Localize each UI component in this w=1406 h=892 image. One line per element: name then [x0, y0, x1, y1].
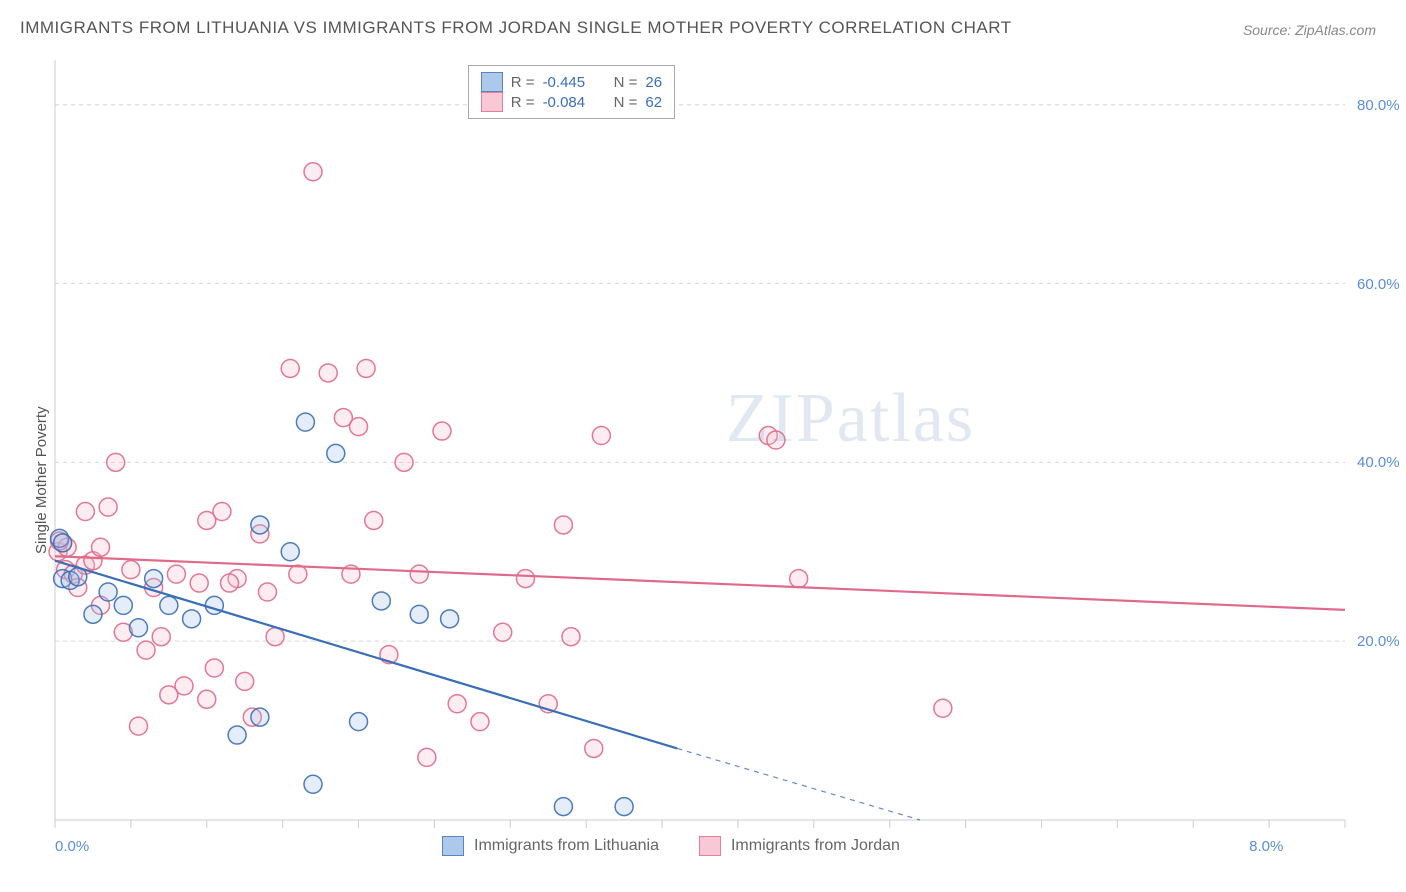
y-tick-label: 40.0%: [1357, 454, 1400, 471]
legend-swatch: [481, 92, 503, 112]
series-label: Immigrants from Lithuania: [474, 837, 659, 855]
correlation-legend: R = -0.445 N = 26 R = -0.084 N = 62: [468, 65, 675, 119]
legend-swatch: [481, 72, 503, 92]
legend-n-label: N =: [614, 74, 638, 91]
legend-row: R = -0.084 N = 62: [481, 92, 662, 112]
legend-r-label: R =: [511, 74, 535, 91]
series-swatch: [699, 836, 721, 856]
y-tick-label: 80.0%: [1357, 97, 1400, 114]
legend-n-label: N =: [614, 94, 638, 111]
x-axis-min-label: 0.0%: [55, 838, 89, 855]
legend-r-label: R =: [511, 94, 535, 111]
x-axis-max-label: 8.0%: [1249, 838, 1283, 855]
legend-n-value: 62: [645, 94, 662, 111]
scatter-chart: ZIPatlas: [55, 60, 1345, 820]
y-axis-label: Single Mother Poverty: [33, 406, 50, 554]
series-legend: Immigrants from Lithuania Immigrants from…: [442, 836, 930, 856]
series-swatch: [442, 836, 464, 856]
legend-r-value: -0.084: [543, 94, 586, 111]
y-tick-label: 20.0%: [1357, 633, 1400, 650]
source-attribution: Source: ZipAtlas.com: [1243, 22, 1376, 38]
legend-n-value: 26: [645, 74, 662, 91]
legend-row: R = -0.445 N = 26: [481, 72, 662, 92]
plot-svg: [55, 60, 1345, 820]
y-tick-label: 60.0%: [1357, 276, 1400, 293]
chart-title: IMMIGRANTS FROM LITHUANIA VS IMMIGRANTS …: [20, 18, 1012, 38]
series-label: Immigrants from Jordan: [731, 837, 900, 855]
legend-r-value: -0.445: [543, 74, 586, 91]
